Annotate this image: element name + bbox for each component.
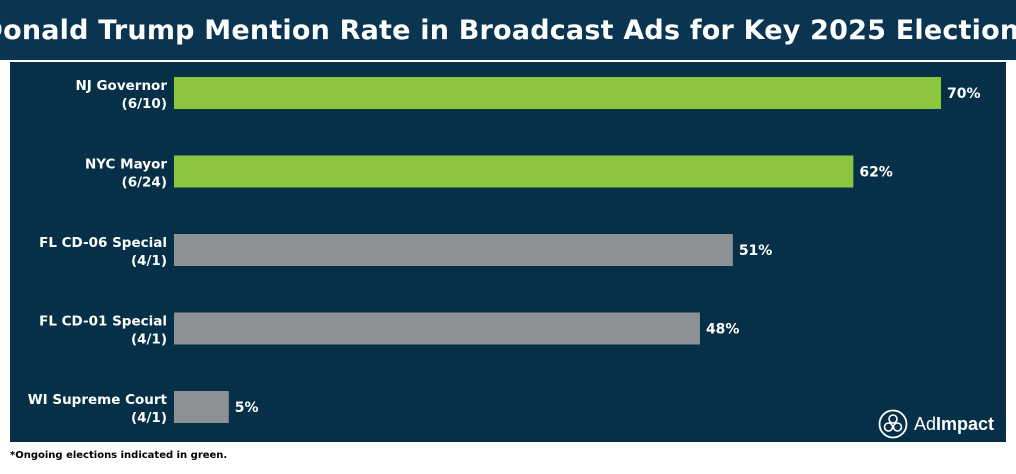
- chart-area: 70% NJ Governor (6/10) 62% NYC Mayor (6/24) 51…: [10, 62, 1006, 442]
- category-label: FL CD-01 Special: [39, 314, 167, 330]
- category-label: WI Supreme Court: [28, 392, 168, 408]
- brand-name-bold: Impact: [936, 413, 995, 434]
- category-date-label: (4/1): [131, 332, 167, 348]
- category-label: NJ Governor: [75, 78, 167, 94]
- category-date-label: (6/10): [122, 96, 167, 112]
- bar-chart: 70% NJ Governor (6/10) 62% NYC Mayor (6/24) 51…: [28, 77, 981, 426]
- category-label: FL CD-06 Special: [39, 235, 167, 251]
- bar: [174, 234, 733, 266]
- data-label: 48%: [706, 322, 740, 338]
- category-date-label: (4/1): [131, 410, 167, 426]
- bar: [174, 312, 700, 345]
- brand-name-light: Ad: [914, 413, 937, 434]
- brand-name: AdImpact: [914, 414, 994, 435]
- bar: [174, 77, 941, 109]
- data-label: 5%: [235, 400, 259, 416]
- title-bar: Donald Trump Mention Rate in Broadcast A…: [0, 0, 1016, 60]
- adimpact-logo-icon: [878, 409, 908, 439]
- footnote: *Ongoing elections indicated in green.: [10, 450, 228, 461]
- bar: [174, 155, 854, 188]
- bar: [174, 391, 229, 423]
- category-date-label: (6/24): [122, 175, 167, 191]
- chart-title: Donald Trump Mention Rate in Broadcast A…: [0, 14, 1016, 46]
- category-label: NYC Mayor: [85, 157, 167, 173]
- adimpact-logo: AdImpact: [878, 404, 994, 444]
- data-label: 51%: [739, 243, 773, 259]
- category-date-label: (4/1): [131, 253, 167, 269]
- data-label: 62%: [859, 165, 893, 181]
- data-label: 70%: [947, 86, 981, 102]
